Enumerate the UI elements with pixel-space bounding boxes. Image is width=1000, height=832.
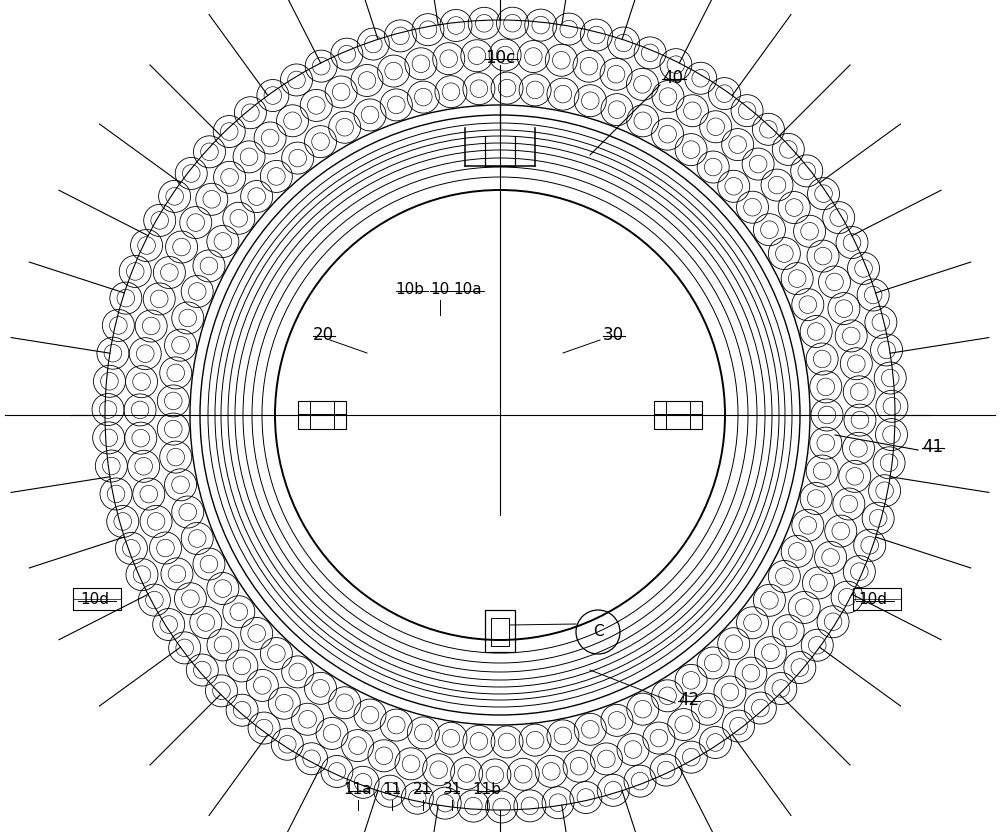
Text: 11a: 11a [344, 783, 372, 798]
Text: 41: 41 [922, 438, 943, 456]
Text: 10b: 10b [396, 283, 424, 298]
Text: 11b: 11b [473, 783, 502, 798]
Text: 10a: 10a [454, 283, 482, 298]
Bar [73, 588, 121, 610]
Text: 30: 30 [603, 326, 624, 344]
Text: C: C [593, 625, 603, 640]
Text: 20: 20 [313, 326, 334, 344]
Text: 21: 21 [413, 783, 433, 798]
Text: 31: 31 [442, 783, 462, 798]
Text: 10c: 10c [485, 49, 515, 67]
Text: 40: 40 [662, 69, 683, 87]
Text: 42: 42 [678, 691, 699, 709]
Bar [298, 401, 346, 429]
Text: 10d: 10d [858, 592, 888, 607]
Bar [491, 618, 509, 646]
Text: 10d: 10d [80, 592, 110, 607]
Text: 10: 10 [430, 283, 450, 298]
Text: 11: 11 [382, 783, 402, 798]
Bar [654, 401, 702, 429]
Bar [853, 588, 901, 610]
Bar [485, 610, 515, 652]
